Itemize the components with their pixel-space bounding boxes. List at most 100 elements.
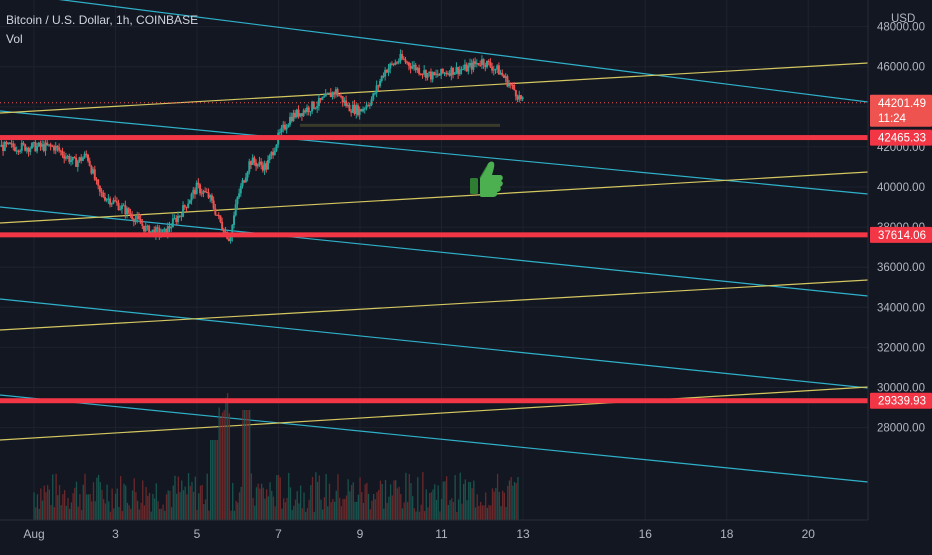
candle[interactable] (333, 92, 336, 95)
candle[interactable] (421, 73, 424, 75)
candle[interactable] (109, 198, 112, 205)
candle[interactable] (312, 101, 315, 109)
candle[interactable] (180, 215, 183, 217)
trend-line[interactable] (0, 171, 869, 224)
candle[interactable] (170, 227, 173, 229)
candle[interactable] (195, 182, 198, 195)
candle[interactable] (295, 109, 298, 118)
candle[interactable] (470, 62, 473, 70)
candle[interactable] (127, 208, 130, 214)
candle[interactable] (348, 104, 351, 112)
candle[interactable] (323, 96, 326, 98)
candle[interactable] (365, 105, 368, 109)
candle[interactable] (360, 109, 363, 112)
candle[interactable] (36, 146, 39, 152)
candle[interactable] (93, 169, 96, 180)
candle[interactable] (290, 116, 293, 122)
candle[interactable] (370, 99, 373, 105)
candle[interactable] (397, 61, 400, 63)
candle[interactable] (435, 73, 438, 75)
candle[interactable] (511, 84, 514, 86)
candle[interactable] (105, 199, 108, 201)
candle[interactable] (10, 143, 13, 145)
candle[interactable] (58, 147, 61, 151)
candle[interactable] (353, 104, 356, 114)
candle[interactable] (412, 64, 415, 67)
candle[interactable] (183, 205, 186, 207)
candle[interactable] (519, 95, 522, 100)
candle[interactable] (502, 75, 505, 78)
candle[interactable] (214, 208, 217, 215)
candle[interactable] (70, 160, 73, 162)
candle[interactable] (268, 155, 271, 161)
candle[interactable] (249, 161, 252, 165)
candle[interactable] (329, 92, 332, 98)
candle[interactable] (379, 80, 382, 87)
candle[interactable] (261, 165, 264, 171)
candle[interactable] (509, 83, 512, 85)
candle[interactable] (37, 142, 40, 147)
price-axis[interactable] (868, 0, 932, 550)
candle[interactable] (173, 218, 176, 220)
candle[interactable] (411, 66, 414, 69)
trend-line[interactable] (0, 0, 869, 103)
candle[interactable] (83, 153, 86, 158)
candle[interactable] (22, 142, 25, 145)
candle[interactable] (367, 105, 370, 107)
candle[interactable] (146, 225, 149, 227)
candle[interactable] (97, 179, 100, 186)
candle[interactable] (59, 150, 62, 152)
candle[interactable] (7, 142, 10, 145)
candle[interactable] (499, 72, 502, 75)
candle[interactable] (47, 144, 50, 146)
candle[interactable] (467, 65, 470, 72)
candle[interactable] (324, 93, 327, 97)
candle[interactable] (497, 65, 500, 75)
candle[interactable] (452, 67, 455, 75)
candle[interactable] (210, 195, 213, 201)
candle[interactable] (234, 204, 237, 216)
candle[interactable] (373, 93, 376, 95)
candle[interactable] (372, 93, 375, 100)
candle[interactable] (231, 224, 234, 238)
candle[interactable] (251, 157, 254, 165)
candle[interactable] (185, 206, 188, 208)
candle[interactable] (396, 62, 399, 64)
candle[interactable] (100, 191, 103, 193)
candle[interactable] (110, 203, 113, 205)
candle[interactable] (338, 95, 341, 97)
trend-line[interactable] (0, 62, 869, 114)
candle[interactable] (450, 67, 453, 76)
candle[interactable] (304, 110, 307, 113)
candle[interactable] (63, 155, 66, 159)
candle[interactable] (399, 53, 402, 62)
candle[interactable] (68, 156, 71, 162)
candle[interactable] (80, 157, 83, 161)
candle[interactable] (5, 142, 8, 145)
candle[interactable] (107, 198, 110, 200)
candle[interactable] (489, 62, 492, 67)
candle[interactable] (115, 201, 118, 203)
candle[interactable] (49, 144, 52, 147)
candle[interactable] (428, 71, 431, 74)
candle[interactable] (307, 107, 310, 112)
candle[interactable] (328, 92, 331, 94)
candle[interactable] (175, 218, 178, 223)
candle[interactable] (479, 64, 482, 66)
candle[interactable] (95, 179, 98, 181)
candle[interactable] (441, 68, 444, 73)
candle[interactable] (13, 147, 16, 151)
candle[interactable] (171, 218, 174, 228)
candle[interactable] (92, 169, 95, 174)
candle[interactable] (343, 100, 346, 103)
candle[interactable] (487, 60, 490, 63)
candle[interactable] (285, 127, 288, 130)
candle[interactable] (193, 189, 196, 195)
candle[interactable] (278, 132, 281, 134)
candle[interactable] (17, 150, 20, 152)
candle[interactable] (190, 193, 193, 201)
candle[interactable] (81, 157, 84, 161)
candle[interactable] (30, 143, 33, 149)
candle[interactable] (209, 195, 212, 198)
candle[interactable] (311, 101, 314, 112)
